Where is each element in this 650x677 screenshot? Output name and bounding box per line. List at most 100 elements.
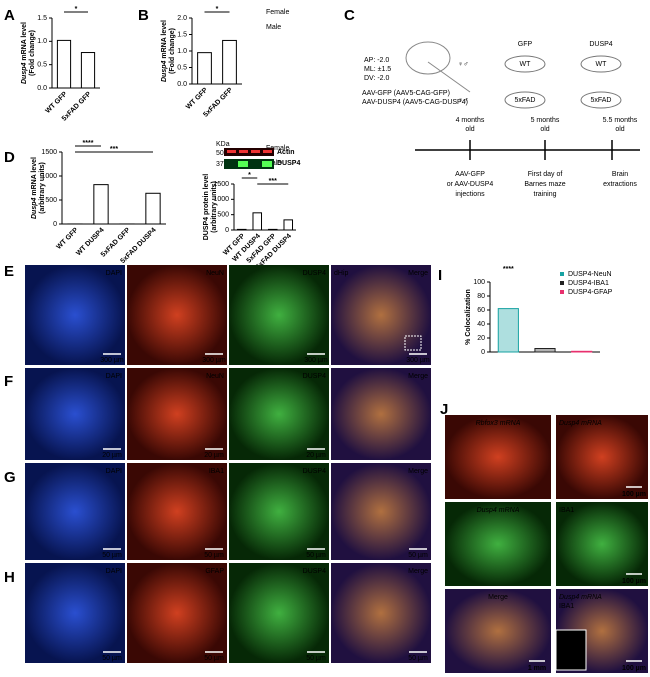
y-tick-label: 0.5 [177,64,187,71]
blot-band [251,150,260,153]
blot-band [238,161,248,167]
blot-band [263,150,272,153]
scale-bar-label: 50 µm [408,552,428,559]
y-axis-label-sub: (arbitrary units) [211,181,218,233]
y-tick-label: 1500 [213,181,229,188]
significance-label: * [216,6,219,13]
bar [145,192,161,225]
legend-entry: Female [266,145,289,152]
scale-bar-label: 50 µm [204,552,224,559]
scale-bar-label: 20 µm [306,452,326,459]
channel-label: DAPI [106,468,122,475]
rna-label: Rbfox3 mRNA [476,420,521,427]
blot-band [239,150,248,153]
event: extractions [603,181,637,188]
event: Barnes maze [524,181,565,188]
bar [56,39,72,89]
bar [80,52,96,89]
genotype: WT [596,61,608,68]
micrograph [25,563,125,663]
y-tick-label: 0.5 [37,62,47,69]
bar [571,350,593,353]
micrograph [331,463,431,560]
channel-label: DUSP4 [303,373,326,380]
coordinate: ML: ±1.5 [364,66,391,73]
vector: AAV-DUSP4 (AAV5-CAG-DUSP4) [362,99,468,106]
y-label-text: mRNA level [161,20,168,59]
y-axis-label: Dusp4 mRNA level [21,22,28,84]
genotype: 5xFAD [514,97,535,104]
y-axis-label: DUSP4 protein level [203,174,210,241]
y-label-text: mRNA level [31,157,38,196]
y-tick-label: 0 [225,227,229,234]
y-tick-label: 1500 [41,149,57,156]
blot-band-label: DUSP4 [277,160,300,167]
micrograph [331,563,431,663]
y-tick-label: 0 [53,221,57,228]
rna-label: Dusp4 mRNA [559,594,602,601]
y-tick-label: 500 [217,212,229,219]
y-tick-label: 2.0 [177,15,187,22]
significance-label: **** [503,266,514,273]
y-tick-label: 500 [45,197,57,204]
event: First day of [528,171,563,178]
timepoint: 5.5 months [603,117,638,124]
timepoint: old [615,126,624,133]
channel-label: NeuN [206,373,224,380]
group-label: GFP [518,41,533,48]
bar [197,52,212,85]
rna-image [556,415,648,499]
group-label: DUSP4 [589,41,612,48]
micrograph [229,463,329,560]
panel-label: F [4,373,13,390]
channel-label: Merge [408,373,428,380]
rna-image [445,589,551,673]
channel-label: Merge [408,270,428,277]
x-tick-label: WT GFP [56,227,80,251]
y-label-text: % Colocalization [465,289,472,345]
channel-label: DUSP4 [303,270,326,277]
channel-label: DUSP4 [303,468,326,475]
scale-bar-label: 20 µm [204,452,224,459]
channel-label: DAPI [106,373,122,380]
micrograph [127,265,227,365]
micrograph [127,368,227,460]
y-tick-label: 1.0 [37,38,47,45]
y-tick-label: 1.5 [37,15,47,22]
micrograph [229,368,329,460]
significance-label: * [248,172,251,179]
y-tick-label: 1.0 [177,48,187,55]
micrograph [127,563,227,663]
y-axis-label: % Colocalization [465,289,472,345]
y-tick-label: 0 [481,349,485,356]
event: training [534,191,557,198]
scale-bar-label: 50 µm [204,655,224,662]
scale-bar-label: 100 µm [622,578,646,585]
bar [497,308,519,353]
micrograph [331,265,431,365]
panel-label: D [4,149,15,166]
scale-bar-label: 300 µm [202,357,226,364]
legend-entry: DUSP4-NeuN [568,271,612,278]
genotype: 5xFAD [590,97,611,104]
panel-label: E [4,263,14,280]
micrograph [229,563,329,663]
sex-symbol: ♀♂ [458,61,469,68]
bar [267,228,278,231]
panel-label: G [4,469,16,486]
scale-bar-label: 20 µm [102,452,122,459]
injection-line [427,61,471,93]
event: AAV-GFP [455,171,485,178]
bar [222,39,237,85]
y-tick-label: 1000 [41,173,57,180]
event: injections [455,191,485,198]
y-label-text: mRNA level [21,22,28,61]
scale-bar-label: 50 µm [306,552,326,559]
bar [283,219,294,231]
zoom-box [404,335,422,351]
rna-label: Merge [488,594,508,601]
rna-label: IBA1 [559,603,574,610]
y-tick-label: 1000 [213,196,229,203]
x-tick-label: WT GFP [45,91,69,115]
